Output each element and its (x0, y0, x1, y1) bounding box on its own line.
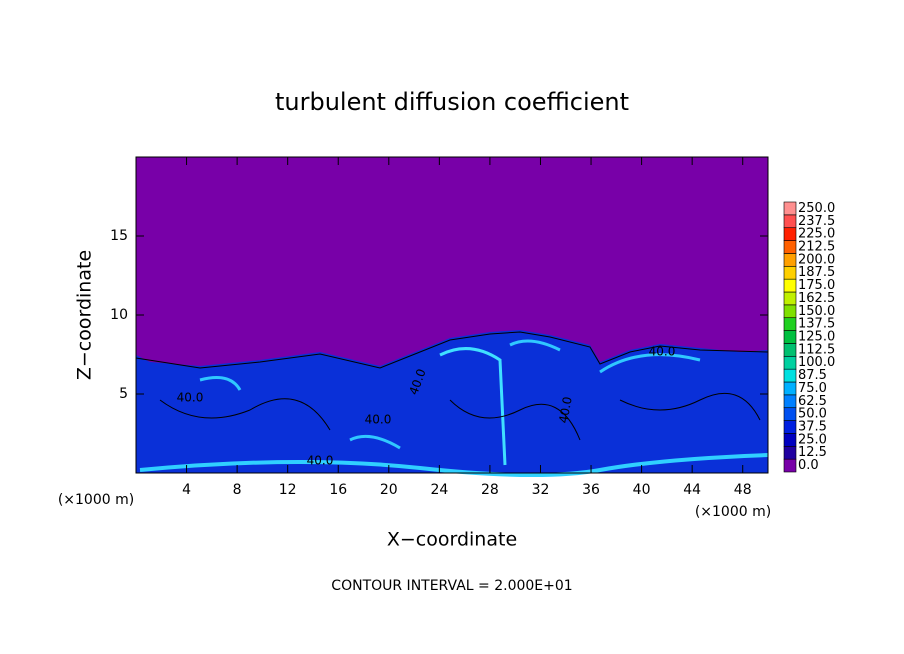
y-axis-label: Z−coordinate (74, 250, 96, 380)
colorbar-box (783, 278, 797, 293)
y-tick-label: 10 (110, 307, 128, 323)
streak (139, 453, 769, 478)
colorbar-box (783, 445, 797, 460)
colorbar-label: 87.5 (798, 368, 827, 383)
x-tick-label: 8 (233, 482, 242, 498)
colorbar-box (783, 458, 797, 473)
colorbar-box (783, 317, 797, 331)
x-unit: (×1000 m) (58, 492, 134, 508)
colorbar-label: 37.5 (798, 420, 827, 435)
contour-line (135, 331, 769, 441)
field (135, 156, 769, 478)
colorbar-label: 250.0 (798, 201, 835, 216)
colorbar-label: 212.5 (798, 240, 835, 255)
x-tick-label: 16 (329, 482, 347, 498)
footer: CONTOUR INTERVAL = 2.000E+01 (331, 578, 572, 594)
colorbar-label: 50.0 (798, 407, 827, 422)
contour-label: 40.0 (365, 413, 392, 427)
y-tick-label: 15 (110, 228, 128, 244)
x-axis-label: X−coordinate (387, 529, 517, 551)
colorbar-box (783, 343, 797, 357)
x-tick-label: 20 (380, 482, 398, 498)
colorbar-label: 150.0 (798, 304, 835, 319)
colorbar-box (783, 368, 797, 383)
colorbar-label: 200.0 (798, 252, 835, 267)
colorbar-label: 175.0 (798, 278, 835, 293)
colorbar-box (783, 394, 797, 409)
streak (439, 347, 507, 466)
colorbar-label: 225.0 (798, 227, 835, 242)
y-tick-label: 5 (119, 386, 128, 402)
colorbar-box (783, 330, 797, 344)
x-tick-label: 28 (481, 482, 499, 498)
colorbar-box (783, 253, 797, 267)
colorbar-label: 0.0 (798, 458, 819, 473)
x-tick-label: 4 (182, 482, 191, 498)
contour-label: 40.0 (177, 391, 204, 405)
colorbar-box (783, 240, 797, 254)
colorbar-label: 100.0 (798, 355, 835, 370)
colorbar-label: 12.5 (798, 445, 827, 460)
contour-label: 40.0 (649, 345, 676, 359)
colorbar-label: 162.5 (798, 291, 835, 306)
colorbar-box (783, 291, 797, 306)
contour-label: 40.0 (307, 454, 334, 468)
colorbar-box (783, 381, 797, 396)
colorbar-label: 187.5 (798, 265, 835, 280)
colorbar-box (783, 227, 797, 241)
x-tick-label: 48 (734, 482, 752, 498)
colorbar-box (783, 201, 797, 216)
colorbar-box (783, 265, 797, 280)
colorbar-box (783, 407, 797, 421)
x-tick-label: 36 (582, 482, 600, 498)
x-unit: (×1000 m) (695, 504, 771, 520)
colorbar-box (783, 433, 797, 447)
colorbar-box (783, 420, 797, 434)
colorbar-label: 237.5 (798, 214, 835, 229)
x-tick-label: 12 (279, 482, 297, 498)
colorbar-label: 25.0 (798, 432, 827, 447)
colorbar-label: 137.5 (798, 317, 835, 332)
x-tick-label: 40 (633, 482, 651, 498)
x-tick-label: 44 (683, 482, 701, 498)
colorbar-box (783, 355, 797, 370)
contour-label: 40.0 (556, 396, 574, 425)
colorbar-label: 62.5 (798, 394, 827, 409)
colorbar-label: 112.5 (798, 342, 835, 357)
colorbar-box (783, 304, 797, 319)
chart-title: turbulent diffusion coefficient (275, 88, 629, 116)
colorbar-box (783, 214, 797, 229)
x-tick-label: 32 (532, 482, 550, 498)
colorbar-label: 125.0 (798, 330, 835, 345)
streak (199, 339, 701, 450)
x-tick-label: 24 (430, 482, 448, 498)
colorbar-label: 75.0 (798, 381, 827, 396)
